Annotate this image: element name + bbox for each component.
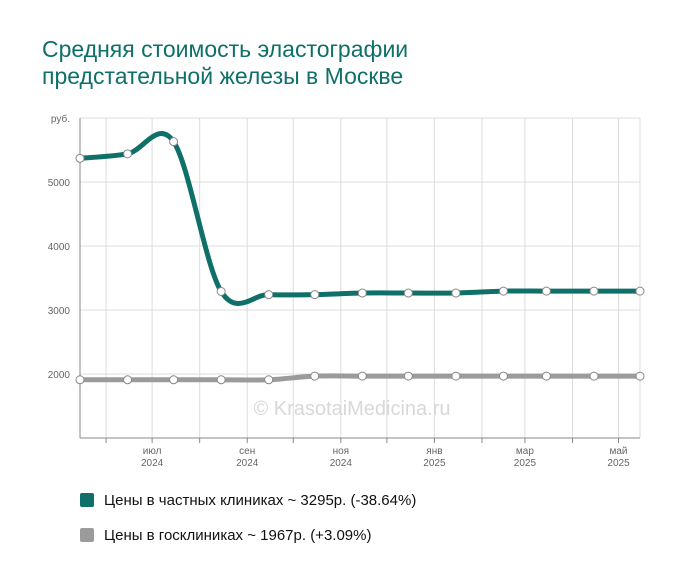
data-point-public — [357, 371, 367, 381]
data-point-public — [169, 375, 179, 385]
chart-axes: 2000300040005000руб.июл2024сен2024ноя202… — [48, 113, 640, 469]
data-point-public — [75, 375, 85, 385]
chart-series — [77, 131, 643, 383]
legend-swatch-public — [80, 528, 94, 542]
x-tick-year: 2025 — [423, 458, 446, 469]
series-private-line — [77, 131, 643, 306]
data-point-public — [403, 371, 413, 381]
data-point-private — [498, 286, 508, 296]
y-tick-label: 5000 — [48, 178, 71, 189]
x-tick-label: сен — [239, 446, 255, 457]
x-tick-year: 2025 — [514, 458, 537, 469]
y-tick-label: 3000 — [48, 306, 71, 317]
x-tick-year: 2024 — [141, 458, 164, 469]
y-tick-label: 2000 — [48, 370, 71, 381]
x-tick-year: 2024 — [236, 458, 259, 469]
chart-points — [75, 137, 645, 385]
data-point-public — [541, 371, 551, 381]
data-point-public — [451, 371, 461, 381]
data-point-private — [357, 288, 367, 298]
x-tick-label: июл — [143, 446, 162, 457]
data-point-public — [310, 371, 320, 381]
watermark: © KrasotaiMedicina.ru — [253, 398, 450, 420]
legend-item-public[interactable]: Цены в госклиниках ~ 1967р. (+3.09%) — [80, 523, 416, 547]
data-point-private — [75, 153, 85, 163]
data-point-private — [541, 286, 551, 296]
data-point-private — [123, 149, 133, 159]
chart-legend: Цены в частных клиниках ~ 3295р. (-38.64… — [80, 488, 416, 558]
data-point-public — [264, 375, 274, 385]
data-point-private — [403, 288, 413, 298]
data-point-public — [123, 375, 133, 385]
line-chart: 2000300040005000руб.июл2024сен2024ноя202… — [48, 113, 645, 469]
legend-swatch-private — [80, 493, 94, 507]
data-point-public — [498, 371, 508, 381]
data-point-private — [635, 286, 645, 296]
x-tick-label: ноя — [333, 446, 350, 457]
data-point-public — [635, 371, 645, 381]
chart-title-line-2: предстательной железы в Москве — [42, 63, 404, 89]
y-axis-label: руб. — [51, 113, 70, 125]
data-point-private — [169, 137, 179, 147]
legend-label-private: Цены в частных клиниках ~ 3295р. (-38.64… — [104, 491, 417, 509]
data-point-public — [216, 375, 226, 385]
legend-label-public: Цены в госклиниках ~ 1967р. (+3.09%) — [104, 526, 372, 544]
data-point-private — [264, 290, 274, 300]
data-point-private — [589, 286, 599, 296]
x-tick-year: 2024 — [330, 458, 353, 469]
y-tick-label: 4000 — [48, 242, 71, 253]
data-point-private — [310, 290, 320, 300]
data-point-private — [451, 288, 461, 298]
data-point-private — [216, 286, 226, 296]
x-tick-year: 2025 — [607, 458, 630, 469]
chart-title-line-1: Средняя стоимость эластографии — [42, 36, 409, 62]
x-tick-label: янв — [426, 446, 442, 457]
chart-grid — [80, 117, 641, 438]
legend-item-private[interactable]: Цены в частных клиниках ~ 3295р. (-38.64… — [80, 488, 416, 512]
chart-title: Средняя стоимость эластографии предстате… — [42, 36, 642, 90]
x-tick-label: мар — [516, 446, 534, 457]
data-point-public — [589, 371, 599, 381]
x-tick-label: май — [610, 446, 628, 457]
